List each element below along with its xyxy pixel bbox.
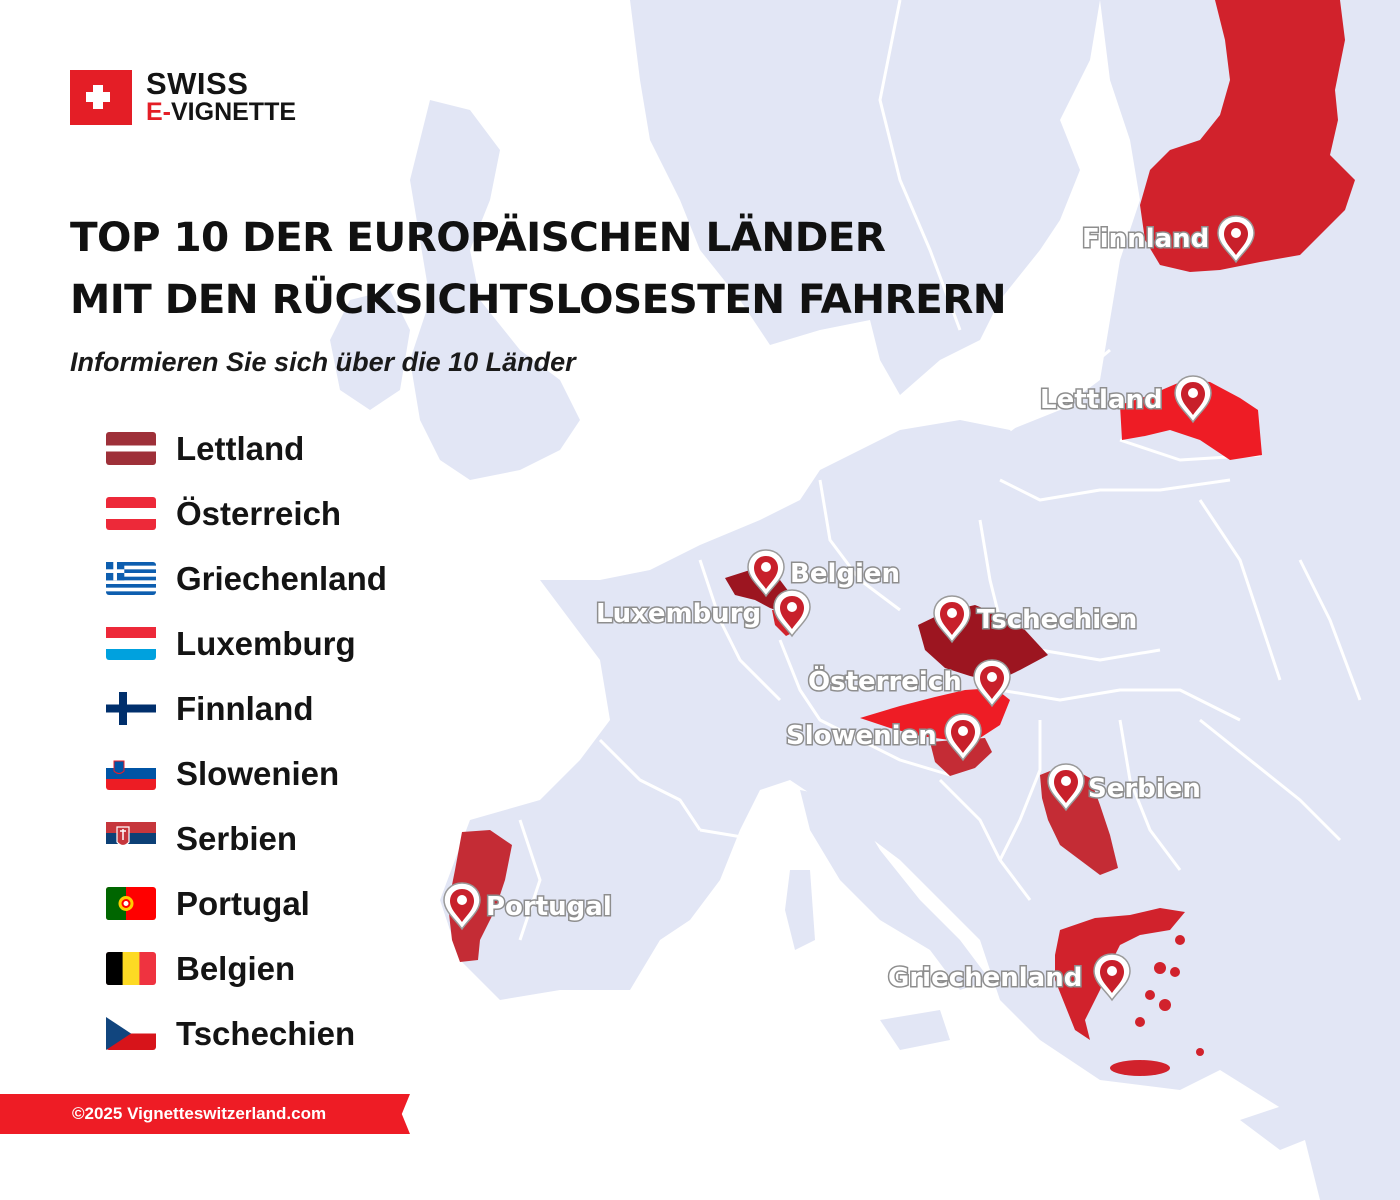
legend-item-slowenien: Slowenien	[106, 741, 387, 806]
highlighted-countries	[448, 0, 1355, 1076]
czechia-flag-icon	[106, 1017, 156, 1050]
subtitle: Informieren Sie sich über die 10 Länder	[70, 347, 576, 377]
map-label-luxemburg: Luxemburg	[596, 599, 761, 629]
map-label-serbien: Serbien	[1088, 774, 1201, 804]
map-label-finnland: Finnland	[1082, 224, 1209, 254]
pin-lettland: Lettland	[1039, 375, 1212, 423]
land-masses	[330, 0, 1400, 1200]
legend-item-serbien: Serbien	[106, 806, 387, 871]
pin-slowenien: Slowenien	[785, 713, 982, 761]
pin-luxemburg: Luxemburg	[595, 589, 811, 637]
pin-portugal: Portugal	[443, 882, 613, 930]
legend-item-tschechien: Tschechien	[106, 1001, 387, 1066]
brand-logo: SWISS E-VIGNETTE	[70, 66, 330, 128]
greece-shape	[1055, 908, 1185, 1040]
brand-name-line1: SWISS	[146, 66, 249, 101]
austria-flag-icon	[106, 497, 156, 530]
legend-label: Tschechien	[176, 1014, 356, 1052]
legend-item-luxemburg: Luxemburg	[106, 611, 387, 676]
slovenia-flag-icon	[106, 757, 156, 790]
legend-label: Luxemburg	[176, 624, 356, 662]
title-line-1: TOP 10 DER EUROPÄISCHEN LÄNDER	[70, 213, 886, 261]
belgium-flag-icon	[106, 952, 156, 985]
legend-item-belgien: Belgien	[106, 936, 387, 1001]
legend-item-finnland: Finnland	[106, 676, 387, 741]
legend-label: Österreich	[176, 494, 342, 532]
pin-serbien: Serbien	[1047, 763, 1202, 811]
footer-ribbon	[0, 1094, 410, 1134]
page-title: TOP 10 DER EUROPÄISCHEN LÄNDER MIT DEN R…	[70, 206, 1007, 330]
legend-item-oesterreich: Österreich	[106, 481, 387, 546]
pin-tschechien: Tschechien	[933, 595, 1139, 643]
legend-item-lettland: Lettland	[106, 416, 387, 481]
greece-flag-icon	[106, 562, 156, 595]
map-label-lettland: Lettland	[1040, 385, 1163, 415]
map-label-tschechien: Tschechien	[977, 605, 1137, 635]
pin-finnland: Finnland	[1081, 215, 1255, 263]
map-label-slowenien: Slowenien	[786, 721, 937, 751]
copyright-text: ©2025 Vignetteswitzerland.com	[72, 1104, 327, 1123]
footer-banner: ©2025 Vignetteswitzerland.com	[0, 1094, 410, 1134]
country-legend: Lettland Österreich Griechenland Luxembu…	[106, 416, 387, 1066]
swiss-flag-icon	[70, 70, 132, 125]
legend-label: Finnland	[176, 689, 314, 727]
pin-belgien: Belgien	[747, 549, 902, 597]
latvia-flag-icon	[106, 432, 156, 465]
portugal-flag-icon	[106, 887, 156, 920]
map-label-oesterreich: Österreich	[808, 664, 962, 697]
map-label-portugal: Portugal	[486, 892, 612, 922]
brand-prefix: E-	[146, 98, 171, 126]
legend-label: Slowenien	[176, 754, 340, 792]
luxembourg-flag-icon	[106, 627, 156, 660]
brand-suffix: VIGNETTE	[171, 98, 297, 126]
legend-label: Portugal	[176, 884, 310, 922]
legend-label: Serbien	[176, 819, 298, 857]
legend-label: Griechenland	[176, 559, 387, 597]
map-label-griechenland: Griechenland	[888, 963, 1082, 993]
brand-name-line2: E-VIGNETTE	[146, 98, 296, 127]
title-line-2: MIT DEN RÜCKSICHTSLOSESTEN FAHRERN	[70, 275, 1007, 323]
map-pins: Finnland Lettland Belgien Luxemburg Tsch…	[443, 215, 1255, 1001]
greek-islands	[1110, 935, 1204, 1076]
country-borders	[518, 0, 1362, 941]
map-label-belgien: Belgien	[790, 559, 900, 589]
legend-label: Belgien	[176, 949, 296, 987]
legend-label: Lettland	[176, 429, 305, 467]
finland-shape	[1140, 0, 1355, 272]
legend-item-portugal: Portugal	[106, 871, 387, 936]
legend-item-griechenland: Griechenland	[106, 546, 387, 611]
serbia-flag-icon	[106, 822, 156, 855]
pin-oesterreich: Österreich	[807, 659, 1011, 707]
finland-flag-icon	[106, 692, 156, 725]
pin-griechenland: Griechenland	[887, 953, 1131, 1001]
